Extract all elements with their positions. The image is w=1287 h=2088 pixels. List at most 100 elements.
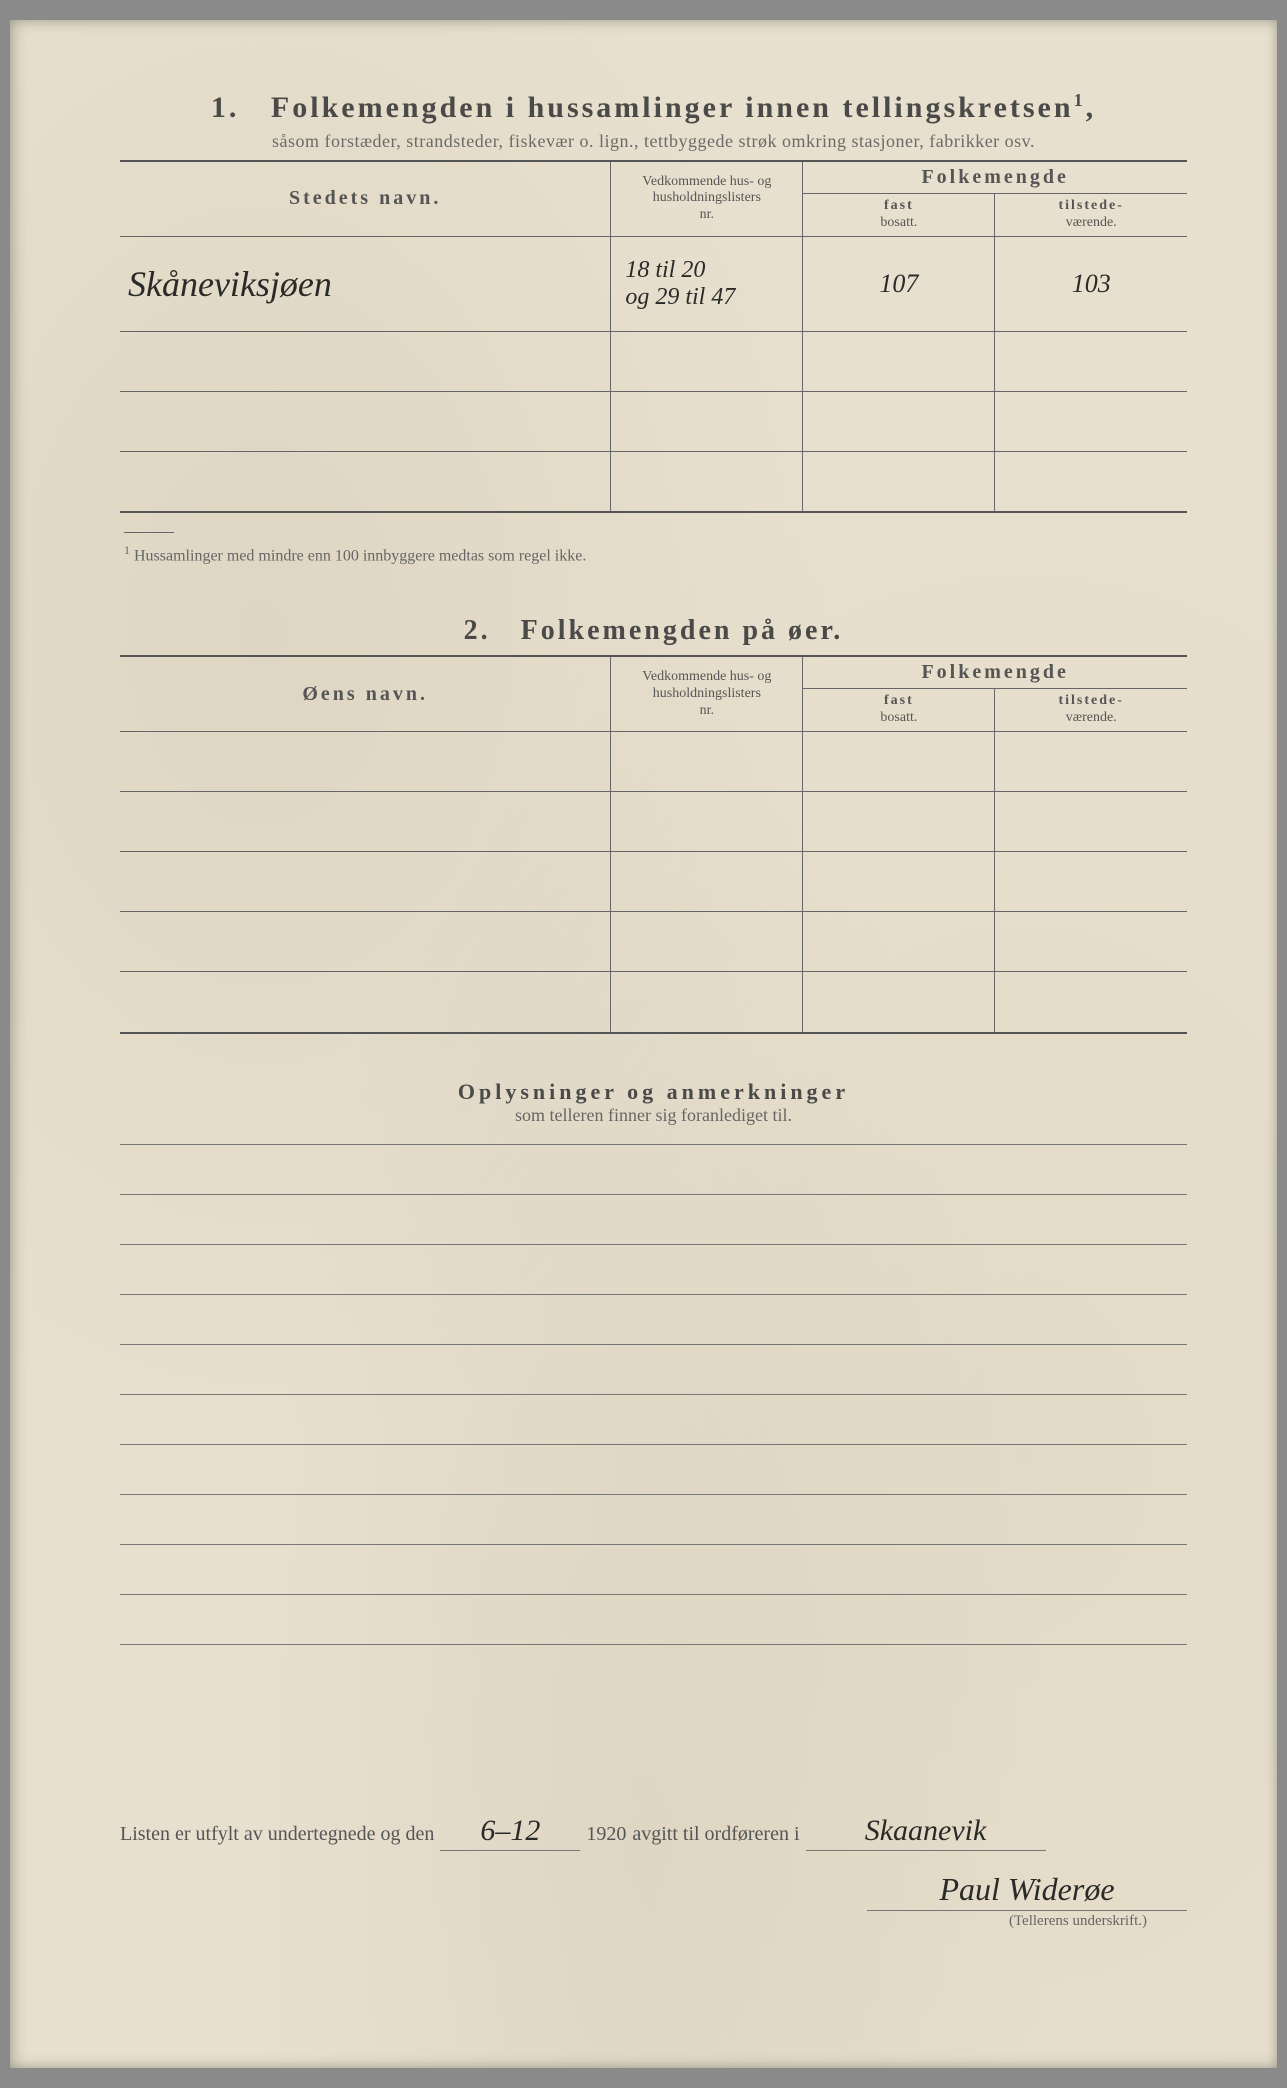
cell xyxy=(611,852,803,912)
cell xyxy=(611,792,803,852)
cell-nr xyxy=(611,331,803,391)
notes-title: Oplysninger og anmerkninger xyxy=(120,1079,1187,1105)
cell xyxy=(611,732,803,792)
cell xyxy=(120,792,611,852)
table-header-row: Øens navn. Vedkommende hus- og husholdni… xyxy=(120,657,1187,689)
table-row: Skåneviksjøen 18 til 20 og 29 til 47 107… xyxy=(120,236,1187,331)
cell xyxy=(611,972,803,1032)
cell-tilst: 103 xyxy=(995,236,1187,331)
cell xyxy=(995,792,1187,852)
section2-title: 2. Folkemengden på øer. xyxy=(120,615,1187,647)
sig-prefix: Listen er utfylt av undertegnede og den xyxy=(120,1823,434,1846)
sig-year: 1920 xyxy=(586,1823,626,1846)
footnote-text: Hussamlinger med mindre enn 100 innbygge… xyxy=(134,547,586,564)
cell xyxy=(995,972,1187,1032)
cell-tilst xyxy=(995,451,1187,511)
section1-table: Stedets navn. Vedkommende hus- og hushol… xyxy=(120,162,1187,511)
sig-place: Skaanevik xyxy=(806,1814,1046,1851)
section1-endrule xyxy=(120,511,1187,513)
th-nr: Vedkommende hus- og husholdningslisters … xyxy=(611,657,803,731)
cell-tilst xyxy=(995,391,1187,451)
ruled-line xyxy=(120,1344,1187,1394)
cell-stedet xyxy=(120,451,611,511)
cell xyxy=(803,972,995,1032)
th-nr-l3: nr. xyxy=(700,207,714,222)
footnote-rule xyxy=(124,532,174,533)
cell xyxy=(120,852,611,912)
signature-caption: (Tellerens underskrift.) xyxy=(120,1913,1187,1930)
ruled-line xyxy=(120,1594,1187,1644)
cell-fast xyxy=(803,391,995,451)
table-row xyxy=(120,972,1187,1032)
th-tilst-l2: værende. xyxy=(1066,710,1117,725)
cell xyxy=(803,912,995,972)
ruled-line xyxy=(120,1294,1187,1344)
cell xyxy=(611,912,803,972)
ruled-line xyxy=(120,1144,1187,1194)
table-row xyxy=(120,451,1187,511)
th-fast: fast bosatt. xyxy=(803,689,995,732)
section2-number: 2. xyxy=(464,615,491,646)
th-tilst-l2: værende. xyxy=(1066,215,1117,230)
section1-title: 1. Folkemengden i hussamlinger innen tel… xyxy=(120,90,1187,125)
table-row xyxy=(120,852,1187,912)
section2-endrule xyxy=(120,1032,1187,1034)
ruled-line xyxy=(120,1194,1187,1244)
table-row xyxy=(120,792,1187,852)
sig-name: Paul Widerøe xyxy=(867,1871,1187,1911)
cell xyxy=(120,912,611,972)
th-fast-l1: fast xyxy=(884,693,914,708)
cell-fast xyxy=(803,451,995,511)
ruled-lines xyxy=(120,1144,1187,1694)
th-nr-l1: Vedkommende hus- og xyxy=(642,174,771,189)
table-row xyxy=(120,391,1187,451)
th-fast-l1: fast xyxy=(884,198,914,213)
cell xyxy=(995,852,1187,912)
table-header-row: Stedets navn. Vedkommende hus- og hushol… xyxy=(120,162,1187,194)
cell-stedet: Skåneviksjøen xyxy=(120,236,611,331)
cell-stedet xyxy=(120,331,611,391)
ruled-line xyxy=(120,1494,1187,1544)
th-fast-l2: bosatt. xyxy=(880,710,917,725)
th-nr-l1: Vedkommende hus- og xyxy=(642,669,771,684)
th-nr-l2: husholdningslisters xyxy=(653,686,761,701)
signature-name-row: Paul Widerøe xyxy=(120,1871,1187,1911)
census-form-page: 1. Folkemengden i hussamlinger innen tel… xyxy=(10,20,1277,2068)
table-row xyxy=(120,912,1187,972)
th-folkemengde: Folkemengde xyxy=(803,162,1187,194)
notes-subtitle: som telleren finner sig foranlediget til… xyxy=(120,1105,1187,1126)
section2-title-text: Folkemengden på øer. xyxy=(521,615,844,646)
section1-subtitle: såsom forstæder, strandsteder, fiskevær … xyxy=(120,131,1187,152)
th-fast: fast bosatt. xyxy=(803,194,995,237)
th-nr-l2: husholdningslisters xyxy=(653,190,761,205)
section1-sup: 1 xyxy=(1074,90,1086,110)
cell xyxy=(803,792,995,852)
cell-fast: 107 xyxy=(803,236,995,331)
th-fast-l2: bosatt. xyxy=(880,215,917,230)
th-tilst: tilstede- værende. xyxy=(995,689,1187,732)
hw-nr: 18 til 20 og 29 til 47 xyxy=(619,257,794,310)
cell xyxy=(120,972,611,1032)
ruled-line xyxy=(120,1644,1187,1694)
table-row xyxy=(120,732,1187,792)
footnote: 1 Hussamlinger med mindre enn 100 innbyg… xyxy=(124,525,1187,565)
hw-stedet: Skåneviksjøen xyxy=(128,264,332,304)
footnote-marker: 1 xyxy=(124,543,130,557)
cell-nr xyxy=(611,391,803,451)
th-folkemengde: Folkemengde xyxy=(803,657,1187,689)
cell xyxy=(120,732,611,792)
ruled-line xyxy=(120,1244,1187,1294)
th-oens: Øens navn. xyxy=(120,657,611,731)
ruled-line xyxy=(120,1444,1187,1494)
section1-number: 1. xyxy=(211,91,240,124)
cell-tilst xyxy=(995,331,1187,391)
cell-nr xyxy=(611,451,803,511)
cell xyxy=(803,852,995,912)
cell xyxy=(995,912,1187,972)
th-tilst: tilstede- værende. xyxy=(995,194,1187,237)
ruled-line xyxy=(120,1394,1187,1444)
table-row xyxy=(120,331,1187,391)
cell-stedet xyxy=(120,391,611,451)
section2-table: Øens navn. Vedkommende hus- og husholdni… xyxy=(120,657,1187,1031)
th-stedet: Stedets navn. xyxy=(120,162,611,236)
